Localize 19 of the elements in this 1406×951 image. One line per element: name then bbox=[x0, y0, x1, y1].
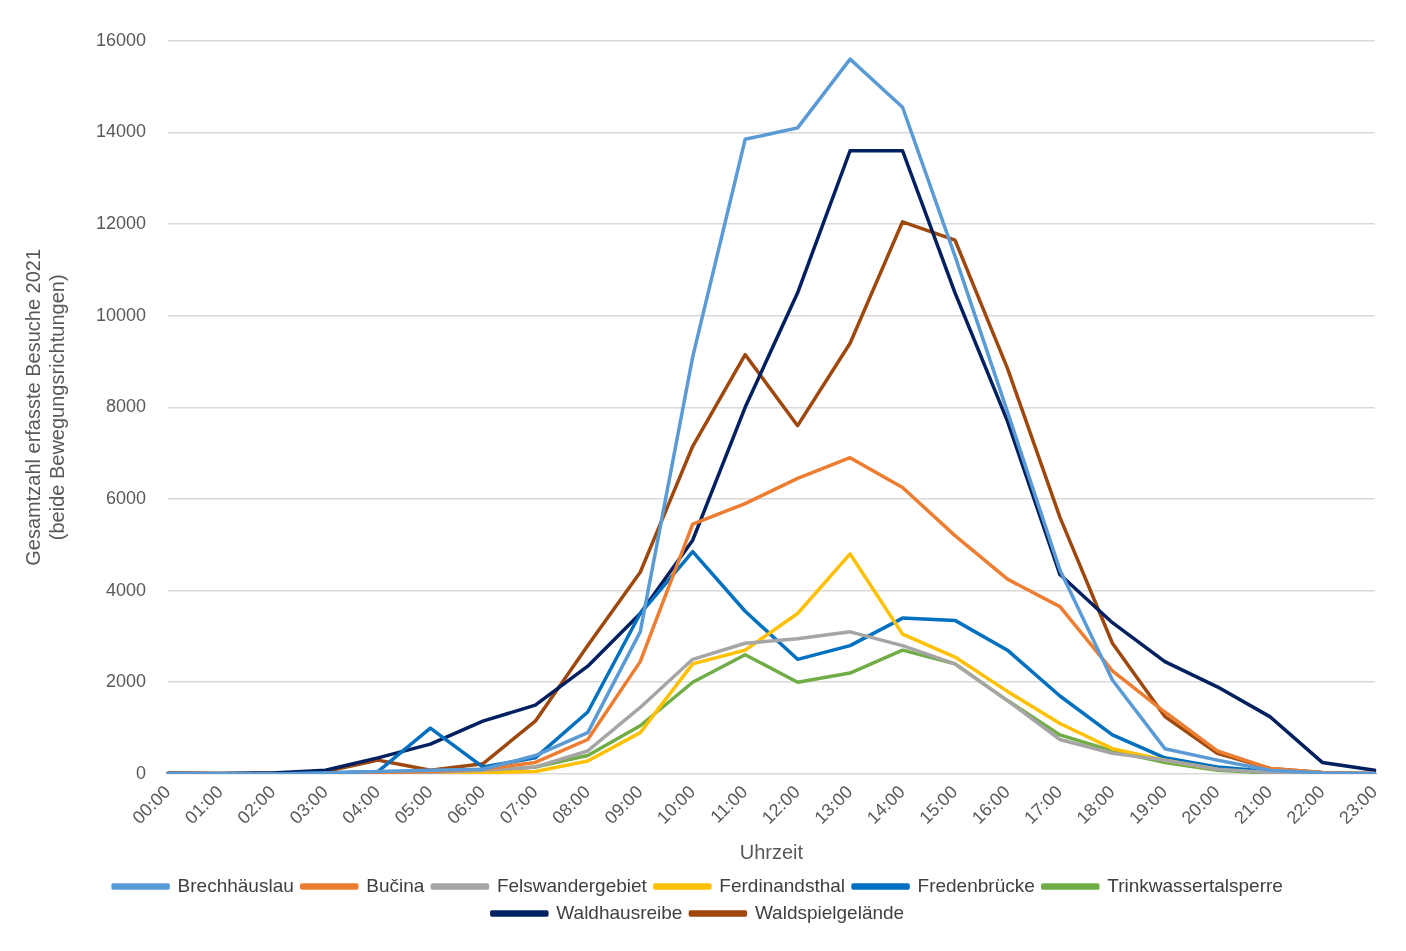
y-tick-label: 12000 bbox=[95, 213, 147, 234]
y-tick-label: 0 bbox=[136, 762, 147, 783]
legend-label: Waldspielgelände bbox=[754, 901, 905, 923]
y-tick-label: 2000 bbox=[106, 671, 147, 692]
legend-label: Brechhäuslau bbox=[177, 874, 294, 896]
legend-label: Trinkwassertalsperre bbox=[1107, 874, 1283, 896]
x-axis-title: Uhrzeit bbox=[739, 840, 804, 863]
legend-label: Fredenbrücke bbox=[917, 874, 1035, 896]
legend-label: Waldhausreibe bbox=[556, 901, 683, 923]
y-axis-title: Gesamtzahl erfasste Besuche 2021 (beide Bewegungsrichtungen) bbox=[21, 248, 68, 566]
legend-label: Bučina bbox=[366, 874, 425, 896]
y-tick-label: 16000 bbox=[95, 29, 147, 50]
y-tick-label: 6000 bbox=[106, 487, 147, 508]
legend-label: Felswandergebiet bbox=[496, 874, 648, 896]
y-tick-label: 10000 bbox=[95, 304, 147, 325]
y-tick-label: 4000 bbox=[106, 579, 147, 600]
legend-label: Ferdinandsthal bbox=[719, 874, 846, 896]
y-tick-label: 14000 bbox=[95, 121, 147, 142]
y-tick-label: 8000 bbox=[106, 396, 147, 417]
